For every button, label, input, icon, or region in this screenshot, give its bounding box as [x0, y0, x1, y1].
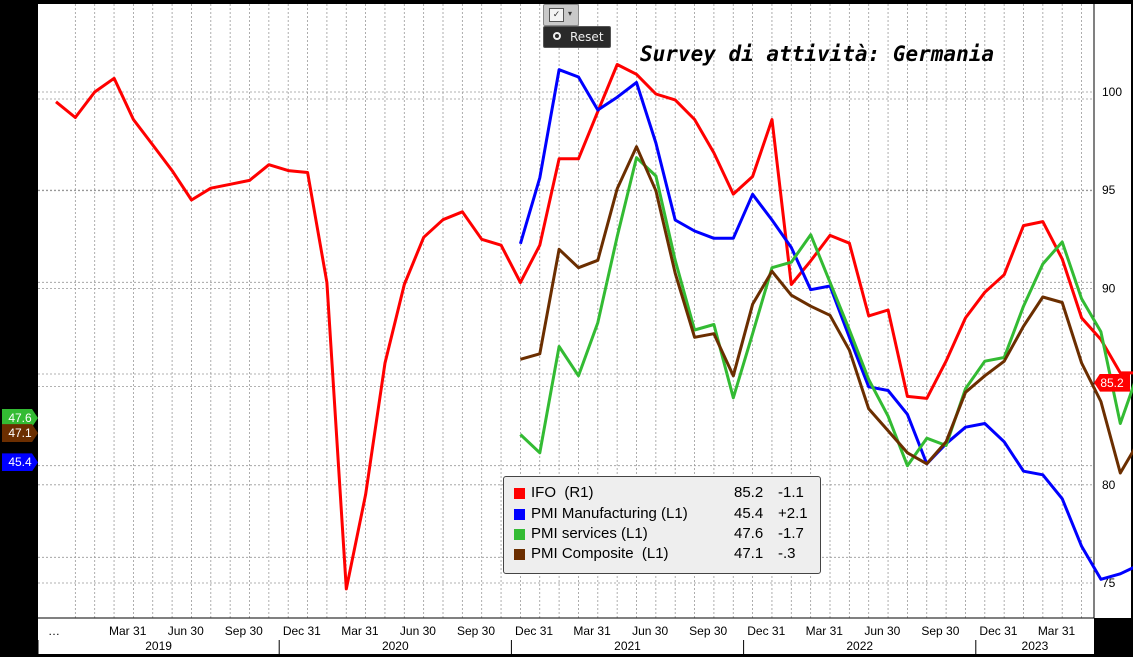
legend-swatch — [514, 509, 525, 520]
legend-item[interactable]: IFO (R1) 85.2 -1.1 — [512, 483, 812, 503]
legend-name: PMI Composite (L1) — [531, 545, 669, 562]
series-line — [519, 145, 1133, 475]
x-tick-label: Dec 31 — [515, 624, 553, 638]
legend-value: 47.6 — [734, 525, 764, 542]
x-tick-label: Dec 31 — [747, 624, 785, 638]
legend-name: PMI services (L1) — [531, 525, 648, 542]
legend-item[interactable]: PMI Manufacturing (L1) 45.4 +2.1 — [512, 504, 812, 524]
x-tick-label: Sep 30 — [225, 624, 263, 638]
x-tick-label: Mar 31 — [341, 624, 379, 638]
series-line — [519, 156, 1133, 468]
year-label: 2020 — [382, 639, 409, 653]
legend-swatch — [514, 488, 525, 499]
legend-name: IFO (R1) — [531, 484, 594, 501]
services-value-badge: 47.6 — [2, 409, 38, 427]
right-axis-tick-label: 95 — [1102, 183, 1116, 197]
composite-value-badge: 47.1 — [2, 424, 38, 442]
x-tick-label: Mar 31 — [1038, 624, 1076, 638]
chart-icon: ✓ — [549, 8, 564, 22]
legend-item[interactable]: PMI services (L1) 47.6 -1.7 — [512, 524, 812, 544]
reset-label: Reset — [570, 30, 604, 44]
radio-icon — [553, 32, 561, 40]
right-axis-tick-label: 80 — [1102, 478, 1116, 492]
x-tick-label: Dec 31 — [979, 624, 1017, 638]
legend-swatch — [514, 529, 525, 540]
x-tick-label: Sep 30 — [689, 624, 727, 638]
series-line — [518, 68, 1133, 581]
left-axis-tick-label: 65 — [19, 92, 33, 106]
x-tick-label: Sep 30 — [457, 624, 495, 638]
manufacturing-value-badge: 45.4 — [2, 453, 38, 471]
x-tick-label: Mar 31 — [806, 624, 844, 638]
ifo-value-badge: 85.2 — [1094, 373, 1130, 392]
legend-change: +2.1 — [778, 505, 808, 522]
right-axis-tick-label: 100 — [1102, 85, 1122, 99]
chart-type-dropdown[interactable]: ✓ ▾ — [543, 4, 579, 26]
date-axis-area — [38, 618, 1094, 654]
legend-change: -1.1 — [778, 484, 804, 501]
year-label: 2022 — [846, 639, 873, 653]
legend-change: -.3 — [778, 545, 796, 562]
legend-name: PMI Manufacturing (L1) — [531, 505, 688, 522]
x-tick-label: Dec 31 — [283, 624, 321, 638]
chart-title: Survey di attività: Germania — [640, 42, 995, 66]
year-label: 2021 — [614, 639, 641, 653]
legend-change: -1.7 — [778, 525, 804, 542]
legend-value: 45.4 — [734, 505, 764, 522]
chevron-down-icon: ▾ — [568, 9, 573, 18]
reset-button[interactable]: Reset — [543, 26, 611, 48]
series-line — [55, 63, 1133, 591]
legend-value: 85.2 — [734, 484, 764, 501]
x-tick-label: Jun 30 — [1097, 624, 1133, 638]
x-tick-label: Jun 30 — [632, 624, 668, 638]
left-axis-tick-label: 60 — [19, 184, 33, 198]
x-tick-label: Jun 30 — [864, 624, 900, 638]
series-lines — [55, 63, 1133, 591]
left-axis-tick-label: 50 — [19, 367, 33, 381]
legend: IFO (R1) 85.2 -1.1 PMI Manufacturing (L1… — [503, 476, 821, 574]
x-tick-label: Jun 30 — [168, 624, 204, 638]
left-axis-tick-label: 40 — [19, 550, 33, 564]
x-tick-label: Mar 31 — [573, 624, 611, 638]
x-tick-label: Sep 30 — [921, 624, 959, 638]
legend-value: 47.1 — [734, 545, 764, 562]
legend-item[interactable]: PMI Composite (L1) 47.1 -.3 — [512, 544, 812, 564]
x-tick-label: Mar 31 — [109, 624, 147, 638]
right-axis-area — [1094, 4, 1131, 618]
left-axis-tick-label: 55 — [19, 275, 33, 289]
year-label: 2023 — [1022, 639, 1049, 653]
legend-swatch — [514, 549, 525, 560]
x-tick-label: Jun 30 — [400, 624, 436, 638]
year-label: 2019 — [145, 639, 172, 653]
x-tick-label: … — [48, 624, 60, 638]
right-axis-tick-label: 90 — [1102, 281, 1116, 295]
